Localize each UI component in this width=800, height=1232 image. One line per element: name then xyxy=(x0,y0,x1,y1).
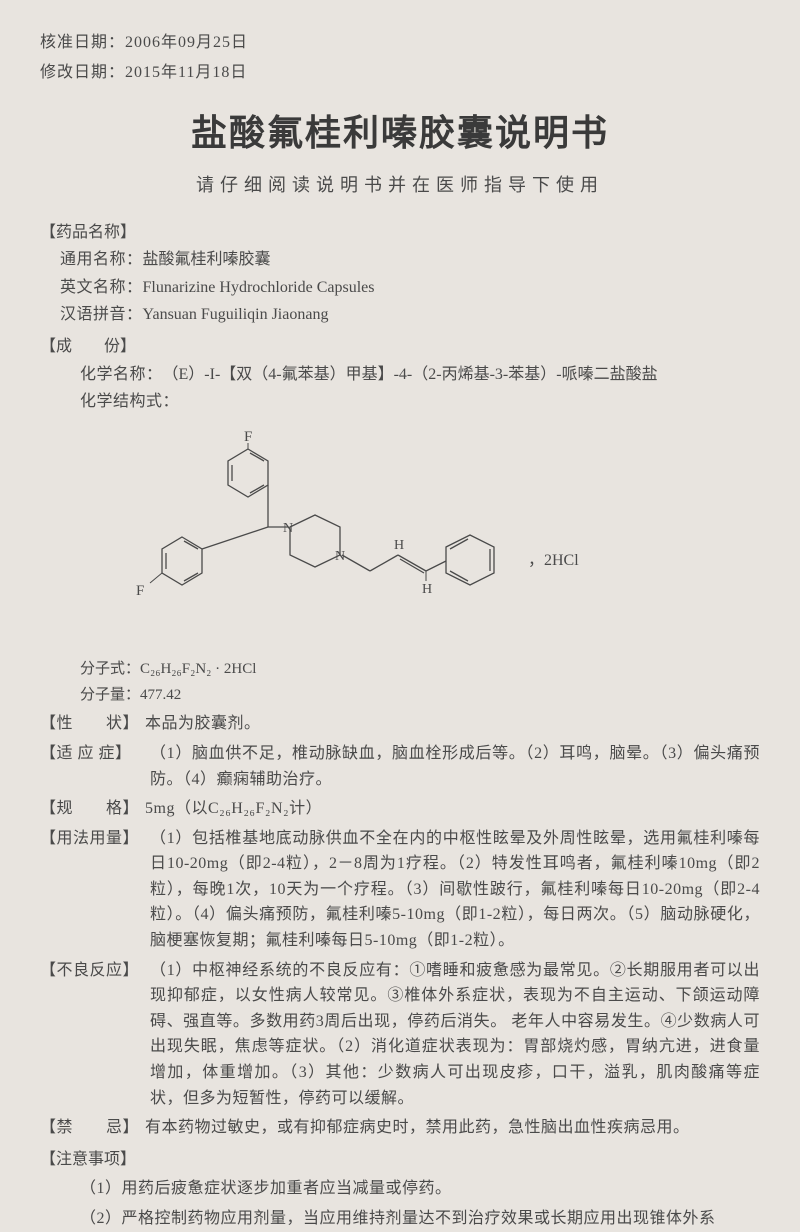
approval-value: 2006年09月25日 xyxy=(125,34,248,51)
adverse-row: 【不良反应】 （1）中枢神经系统的不良反应有：①嗜睡和疲惫感为最常见。②长期服用… xyxy=(40,958,760,1112)
chem-name-row: 化学名称： （E）-I-【双（4-氟苯基）甲基】-4-（2-丙烯基-3-苯基）-… xyxy=(40,362,760,388)
chem-struct-label: 化学结构式： xyxy=(80,389,179,415)
revise-date-row: 修改日期：2015年11月18日 xyxy=(40,60,760,86)
contra-row: 【禁 忌】 有本药物过敏史，或有抑郁症病史时，禁用此药，急性脑出血性疾病忌用。 xyxy=(40,1115,760,1141)
mw-label: 分子量： xyxy=(80,687,140,703)
formula-row: 分子式：C₂₆H₂₆F₂N₂ · 2HCl xyxy=(40,657,760,681)
revise-value: 2015年11月18日 xyxy=(125,64,247,81)
english-label: 英文名称： xyxy=(60,275,143,301)
approval-label: 核准日期： xyxy=(40,34,125,51)
usage-row: 【用法用量】 （1）包括椎基地底动脉供血不全在内的中枢性眩晕及外周性眩晕，选用氟… xyxy=(40,826,760,954)
pinyin-row: 汉语拼音： Yansuan Fuguiliqin Jiaonang xyxy=(40,302,760,328)
indication-value: （1）脑血供不足，椎动脉缺血，脑血栓形成后等。（2）耳鸣，脑晕。（3）偏头痛预防… xyxy=(150,741,760,792)
chemical-structure-diagram: F F N N H H ，2HCl xyxy=(120,427,760,646)
generic-label: 通用名称： xyxy=(60,247,143,273)
generic-name-row: 通用名称： 盐酸氟桂利嗪胶囊 xyxy=(40,247,760,273)
usage-label: 【用法用量】 xyxy=(40,826,150,852)
svg-text:F: F xyxy=(244,429,252,445)
pinyin-value: Yansuan Fuguiliqin Jiaonang xyxy=(143,302,760,328)
drug-name-section: 【药品名称】 xyxy=(40,220,760,246)
document-title: 盐酸氟桂利嗪胶囊说明书 xyxy=(40,105,760,163)
english-value: Flunarizine Hydrochloride Capsules xyxy=(143,275,760,301)
svg-text:N: N xyxy=(283,521,293,536)
spec-value: 5mg（以C₂₆H₂₆F₂N₂计） xyxy=(145,796,760,822)
indication-label: 【适 应 症】 xyxy=(40,741,150,767)
chem-name-label: 化学名称： xyxy=(80,362,163,388)
chem-struct-row: 化学结构式： xyxy=(40,389,760,415)
spec-row: 【规 格】 5mg（以C₂₆H₂₆F₂N₂计） xyxy=(40,796,760,822)
formula-value: C₂₆H₂₆F₂N₂ · 2HCl xyxy=(140,661,256,677)
contra-label: 【禁 忌】 xyxy=(40,1115,145,1141)
spec-label: 【规 格】 xyxy=(40,796,145,822)
property-row: 【性 状】 本品为胶囊剂。 xyxy=(40,711,760,737)
document-subtitle: 请仔细阅读说明书并在医师指导下使用 xyxy=(40,171,760,200)
caution-2: （2）严格控制药物应用剂量，当应用维持剂量达不到治疗效果或长期应用出现锥体外系 xyxy=(40,1206,760,1232)
pinyin-label: 汉语拼音： xyxy=(60,302,143,328)
chem-name-value: （E）-I-【双（4-氟苯基）甲基】-4-（2-丙烯基-3-苯基）-哌嗪二盐酸盐 xyxy=(163,362,760,388)
caution-section: 【注意事项】 xyxy=(40,1147,760,1173)
mw-row: 分子量：477.42 xyxy=(40,683,760,707)
svg-text:H: H xyxy=(394,538,404,553)
usage-value: （1）包括椎基地底动脉供血不全在内的中枢性眩晕及外周性眩晕，选用氟桂利嗪每日10… xyxy=(150,826,760,954)
svg-text:H: H xyxy=(422,582,432,597)
meta-dates: 核准日期：2006年09月25日 修改日期：2015年11月18日 xyxy=(40,30,760,85)
mw-value: 477.42 xyxy=(140,687,181,703)
adverse-label: 【不良反应】 xyxy=(40,958,150,984)
generic-value: 盐酸氟桂利嗪胶囊 xyxy=(143,247,760,273)
property-label: 【性 状】 xyxy=(40,711,145,737)
revise-label: 修改日期： xyxy=(40,64,125,81)
contra-value: 有本药物过敏史，或有抑郁症病史时，禁用此药，急性脑出血性疾病忌用。 xyxy=(145,1115,760,1141)
ingredient-section: 【成 份】 xyxy=(40,334,760,360)
adverse-value: （1）中枢神经系统的不良反应有：①嗜睡和疲惫感为最常见。②长期服用者可以出现抑郁… xyxy=(150,958,760,1112)
svg-text:F: F xyxy=(136,583,144,599)
english-name-row: 英文名称： Flunarizine Hydrochloride Capsules xyxy=(40,275,760,301)
salt-label: ，2HCl xyxy=(528,552,579,569)
caution-1: （1）用药后疲惫症状逐步加重者应当减量或停药。 xyxy=(40,1176,760,1202)
formula-label: 分子式： xyxy=(80,661,140,677)
approval-date-row: 核准日期：2006年09月25日 xyxy=(40,30,760,56)
indication-row: 【适 应 症】 （1）脑血供不足，椎动脉缺血，脑血栓形成后等。（2）耳鸣，脑晕。… xyxy=(40,741,760,792)
property-value: 本品为胶囊剂。 xyxy=(145,711,760,737)
